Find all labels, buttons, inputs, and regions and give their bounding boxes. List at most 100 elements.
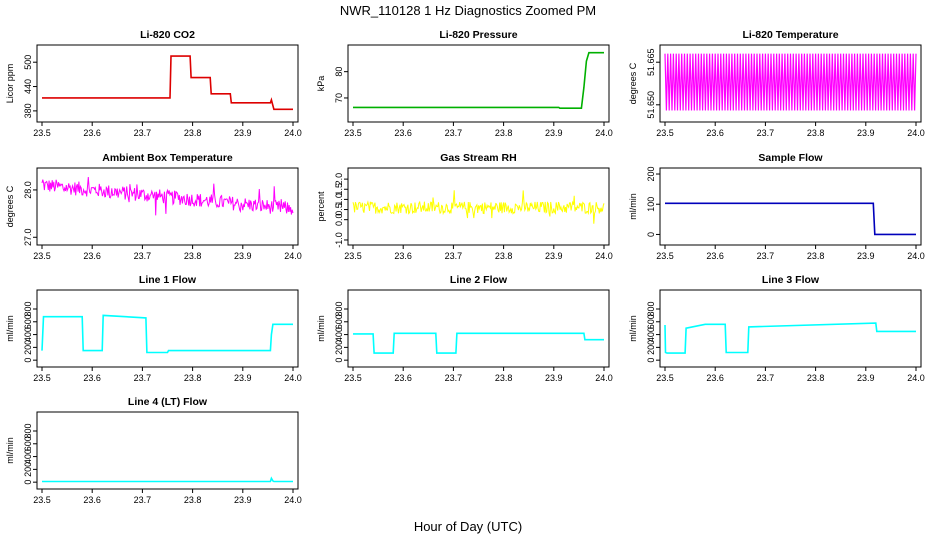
series-line — [41, 176, 294, 216]
panel-li-820-co2: Li-820 CO2 23.5 23.6 23.7 23.8 23.9 24.0 380 440… — [5, 29, 302, 138]
x-tick-label: 24.0 — [284, 128, 302, 138]
y-tick-label: 28.0 — [23, 181, 33, 199]
y-tick-label: 1.0 — [334, 193, 344, 206]
x-tick-label: 23.8 — [184, 373, 202, 383]
y-axis-label: degrees C — [5, 185, 15, 227]
y-tick-label: 27.0 — [23, 229, 33, 247]
panel-title: Li-820 Temperature — [742, 29, 838, 41]
plot-frame — [36, 167, 299, 246]
y-tick-label: 600 — [646, 314, 656, 329]
series-line — [664, 53, 917, 111]
plot-frame — [36, 411, 299, 490]
x-tick-label: 23.5 — [33, 128, 51, 138]
panel-line-4-lt-flow: Line 4 (LT) Flow 23.5 23.6 23.7 23.8 23.9 24.0… — [5, 396, 302, 505]
x-tick-label: 24.0 — [284, 495, 302, 505]
y-tick-label: 800 — [334, 301, 344, 316]
y-tick-label: 2.0 — [334, 173, 344, 186]
y-tick-label: 400 — [23, 327, 33, 342]
y-axis-label: kPa — [316, 76, 326, 92]
x-tick-label: 24.0 — [907, 251, 925, 261]
x-tick-label: 23.9 — [234, 373, 252, 383]
x-tick-label: 23.7 — [757, 251, 775, 261]
y-tick-label: 200 — [646, 340, 656, 355]
y-tick-label: 1.5 — [334, 183, 344, 196]
series-line — [42, 55, 293, 111]
y-tick-label: 800 — [23, 423, 33, 438]
y-axis-label: Licor ppm — [5, 64, 15, 104]
x-tick-label: 23.8 — [495, 251, 513, 261]
y-axis-label: ml/min — [628, 193, 638, 220]
plot-frame — [659, 289, 922, 368]
x-tick-label: 23.7 — [134, 495, 152, 505]
panel-title: Li-820 CO2 — [140, 29, 195, 41]
x-tick-label: 23.9 — [545, 128, 563, 138]
y-tick-label: 80 — [334, 67, 344, 77]
x-tick-label: 23.8 — [184, 495, 202, 505]
panel-grid: Li-820 CO2 23.5 23.6 23.7 23.8 23.9 24.0 380 440… — [5, 29, 925, 505]
y-axis-label: percent — [316, 191, 326, 222]
y-tick-label: 600 — [23, 314, 33, 329]
series-line — [353, 332, 604, 354]
x-tick-label: 23.9 — [234, 128, 252, 138]
y-tick-label: 0 — [334, 358, 344, 363]
y-tick-label: 800 — [646, 301, 656, 316]
x-tick-label: 23.8 — [184, 251, 202, 261]
y-tick-label: 380 — [23, 103, 33, 118]
x-tick-label: 23.9 — [545, 251, 563, 261]
x-tick-label: 23.8 — [807, 128, 825, 138]
x-tick-label: 23.8 — [495, 128, 513, 138]
y-axis-label: ml/min — [5, 315, 15, 342]
series-line — [664, 322, 916, 354]
x-tick-label: 23.8 — [807, 373, 825, 383]
x-tick-label: 24.0 — [595, 373, 613, 383]
figure-title: NWR_110128 1 Hz Diagnostics Zoomed PM — [340, 3, 596, 18]
y-tick-label: 0 — [23, 480, 33, 485]
y-tick-label: 400 — [23, 449, 33, 464]
y-tick-label: 51.665 — [646, 48, 656, 76]
x-tick-label: 23.6 — [706, 251, 724, 261]
x-tick-label: 24.0 — [595, 128, 613, 138]
y-tick-label: 200 — [23, 340, 33, 355]
x-tick-label: 23.9 — [234, 251, 252, 261]
panel-sample-flow: Sample Flow 23.5 23.6 23.7 23.8 23.9 24.0 0 100 2… — [628, 152, 925, 261]
x-tick-label: 24.0 — [907, 128, 925, 138]
x-tick-label: 23.6 — [394, 251, 412, 261]
panel-title: Line 3 Flow — [762, 274, 820, 286]
y-tick-label: 400 — [334, 327, 344, 342]
plot-frame — [36, 44, 299, 123]
plot-frame — [659, 167, 922, 246]
series-line — [665, 202, 916, 236]
x-tick-label: 23.7 — [445, 373, 463, 383]
x-tick-label: 23.6 — [706, 373, 724, 383]
plot-frame — [347, 167, 610, 246]
y-tick-label: 800 — [23, 301, 33, 316]
series-line — [352, 190, 605, 224]
y-axis-label: ml/min — [628, 315, 638, 342]
y-axis-label: degrees C — [628, 62, 638, 104]
x-tick-label: 23.6 — [83, 251, 101, 261]
x-tick-label: 23.9 — [857, 128, 875, 138]
x-tick-label: 23.9 — [857, 251, 875, 261]
x-tick-label: 23.8 — [807, 251, 825, 261]
plot-frame — [36, 289, 299, 368]
plot-frame — [659, 44, 922, 123]
panel-title: Line 1 Flow — [139, 274, 197, 286]
x-tick-label: 24.0 — [284, 373, 302, 383]
x-tick-label: 23.6 — [83, 128, 101, 138]
panel-title: Li-820 Pressure — [439, 29, 517, 41]
y-tick-label: 400 — [646, 327, 656, 342]
x-tick-label: 23.8 — [184, 128, 202, 138]
x-tick-label: 23.5 — [344, 373, 362, 383]
series-line — [41, 314, 293, 354]
x-tick-label: 23.8 — [495, 373, 513, 383]
y-tick-label: -1.0 — [334, 232, 344, 248]
x-tick-label: 23.5 — [344, 128, 362, 138]
x-tick-label: 23.5 — [344, 251, 362, 261]
panel-line-2-flow: Line 2 Flow 23.5 23.6 23.7 23.8 23.9 24.0 0 2004… — [316, 274, 613, 383]
x-tick-label: 23.6 — [394, 128, 412, 138]
x-tick-label: 23.5 — [656, 373, 674, 383]
x-tick-label: 23.7 — [134, 373, 152, 383]
panel-title: Ambient Box Temperature — [102, 152, 233, 164]
y-tick-label: 0 — [23, 358, 33, 363]
